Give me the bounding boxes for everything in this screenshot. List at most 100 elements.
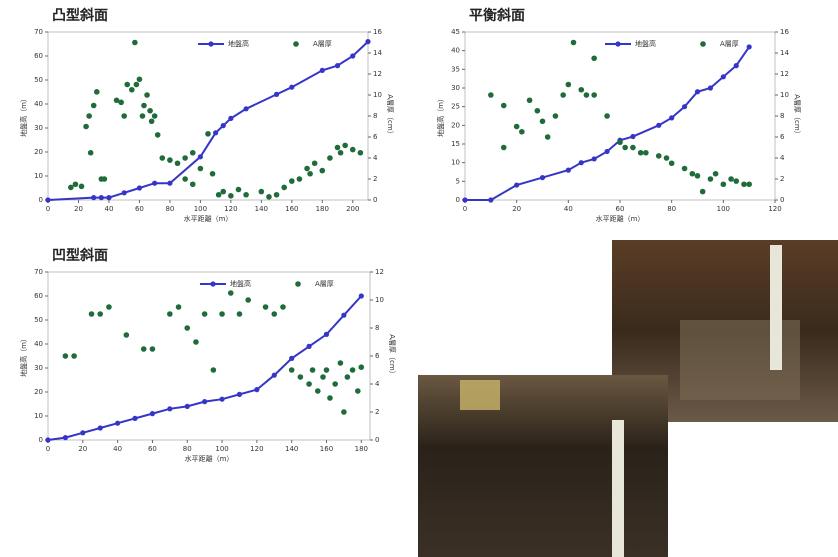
elevation-point (149, 411, 156, 417)
y-tick-label: 70 (34, 268, 43, 276)
y2-tick-label: 16 (780, 28, 789, 36)
y2-tick-label: 6 (375, 352, 380, 360)
y-tick-label: 40 (34, 340, 43, 348)
thickness-point (341, 409, 347, 415)
thickness-point (197, 165, 204, 172)
x-tick-label: 40 (564, 205, 573, 213)
thickness-point (101, 176, 108, 182)
thickness-point (201, 311, 208, 317)
legend-marker (208, 41, 214, 47)
elevation-point (488, 197, 494, 203)
y2-tick-label: 14 (780, 49, 789, 57)
y-tick-label: 10 (451, 159, 460, 167)
y-tick-label: 60 (34, 52, 43, 60)
thickness-point (694, 173, 701, 179)
x-tick-label: 120 (768, 205, 781, 213)
thickness-point (578, 86, 585, 93)
thickness-point (357, 149, 364, 156)
x-tick-label: 60 (135, 205, 144, 213)
thickness-point (193, 339, 199, 345)
y-tick-label: 30 (34, 124, 43, 132)
x-tick-label: 120 (250, 445, 263, 453)
y-tick-label: 5 (456, 177, 460, 185)
thickness-point (245, 297, 251, 303)
thickness-point (132, 39, 138, 46)
elevation-point (733, 63, 739, 69)
x-tick-label: 180 (355, 445, 368, 453)
thickness-point (154, 132, 161, 138)
x-tick-label: 0 (46, 205, 50, 213)
legend-marker (615, 41, 621, 47)
thickness-point (235, 186, 242, 193)
elevation-point (121, 190, 127, 196)
thickness-point (87, 149, 94, 156)
thickness-point (288, 367, 295, 373)
thickness-point (144, 92, 150, 98)
elevation-point (578, 160, 584, 166)
thickness-point (133, 81, 140, 88)
thickness-point (271, 311, 278, 317)
elevation-point (656, 122, 662, 128)
elevation-point (694, 89, 701, 95)
y-tick-label: 20 (451, 121, 460, 129)
elevation-point (604, 148, 610, 155)
elevation-point (106, 195, 112, 201)
thickness-point (681, 165, 688, 172)
elevation-point (323, 331, 330, 337)
elevation-point (97, 425, 103, 431)
thickness-point (167, 157, 173, 163)
elevation-point (219, 396, 225, 402)
y2-axis-label: A層厚（cm） (386, 94, 394, 137)
x-tick-label: 20 (74, 205, 83, 213)
y2-tick-label: 2 (780, 175, 784, 183)
elevation-point (514, 182, 520, 188)
thickness-point (534, 107, 541, 114)
thickness-point (83, 123, 89, 130)
thickness-point (88, 311, 95, 317)
y2-tick-label: 12 (373, 70, 382, 78)
x-tick-label: 120 (224, 205, 237, 213)
thickness-point (689, 170, 696, 177)
thickness-point (707, 176, 714, 182)
elevation-point (202, 399, 208, 405)
elevation-point (462, 197, 468, 203)
y2-tick-label: 10 (780, 91, 789, 99)
thickness-point (189, 149, 196, 156)
elevation-point (358, 293, 364, 299)
legend-label: 地盤高 (228, 39, 249, 48)
thickness-point (733, 178, 740, 184)
elevation-point (591, 156, 597, 162)
elevation-point (62, 435, 69, 441)
elevation-point (220, 123, 226, 129)
thickness-point (129, 86, 135, 93)
thickness-point (281, 184, 287, 191)
x-tick-label: 0 (46, 445, 50, 453)
legend-label: A層厚 (720, 40, 739, 48)
elevation-point (669, 115, 675, 121)
thickness-point (62, 353, 69, 359)
x-tick-label: 0 (463, 205, 467, 213)
x-tick-label: 140 (255, 205, 268, 213)
thickness-point (121, 113, 127, 119)
elevation-point (289, 84, 295, 90)
thickness-point (323, 367, 330, 373)
thickness-point (118, 99, 124, 106)
elevation-point (132, 415, 138, 421)
elevation-point (80, 430, 86, 436)
plot-frame (464, 31, 776, 201)
x-tick-label: 80 (183, 445, 192, 453)
thickness-point (349, 367, 356, 373)
elevation-point (746, 44, 752, 50)
thickness-point (182, 155, 188, 161)
elevation-point (167, 406, 173, 412)
y-tick-label: 15 (451, 140, 460, 148)
legend-marker (210, 281, 216, 287)
thickness-point (327, 395, 333, 401)
thickness-point (86, 113, 92, 119)
thickness-point (236, 311, 243, 317)
thickness-point (228, 193, 234, 199)
elevation-point (681, 104, 688, 110)
thickness-point (148, 118, 155, 125)
thickness-point (210, 367, 217, 373)
thickness-point (309, 367, 316, 373)
